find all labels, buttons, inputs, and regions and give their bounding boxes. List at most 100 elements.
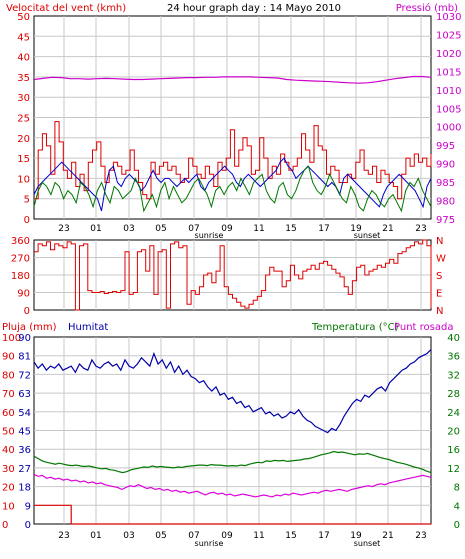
temperature-tick-24: 24 <box>447 408 460 419</box>
x-tick-8: 17 <box>318 224 329 234</box>
humidity-tick-72: 72 <box>18 370 31 381</box>
humidity-tick-45: 45 <box>18 427 31 438</box>
temperature-tick-32: 32 <box>447 370 460 381</box>
series-line-pluja <box>34 504 431 525</box>
x-tick-2: 03 <box>123 531 134 541</box>
wind-direction-degree-labels: 0 90 180 270 360 <box>11 236 30 317</box>
x-tick-11: 23 <box>415 224 426 234</box>
wind-speed-tick-0: 0 <box>24 215 30 226</box>
wind-speed-tick-25: 25 <box>17 114 30 125</box>
pressure-tick-labels: 975 980 985 990 995 1000 1005 1010 1015 1020 1025 1… <box>436 12 461 226</box>
dewpoint-axis-title: Punt rosada <box>394 322 453 333</box>
pressure-axis-title: Pressió (mb) <box>396 2 458 14</box>
humidity-tick-81: 81 <box>18 352 31 363</box>
temperature-tick-4: 4 <box>454 501 460 512</box>
x-tick-7: 15 <box>285 224 296 234</box>
x-tick-10: 21 <box>382 531 393 541</box>
wind-speed-tick-5: 5 <box>24 195 30 206</box>
x-tick-0: 23 <box>58 531 69 541</box>
rain-tick-100: 100 <box>2 333 21 344</box>
humidity-axis-title: Humitat <box>68 322 108 333</box>
temperature-tick-labels: 0 4 8 12 16 20 24 28 32 36 40 <box>447 333 460 531</box>
x-tick-1: 01 <box>90 531 101 541</box>
pressure-tick-990: 990 <box>436 160 455 171</box>
x-tick-2: 03 <box>123 224 134 234</box>
wind-speed-tick-45: 45 <box>17 32 30 43</box>
rain-humidity-temp-series <box>33 349 432 525</box>
x-tick-5: 09 <box>221 224 233 234</box>
direction-degree-tick-180: 180 <box>11 271 30 282</box>
rain-tick-60: 60 <box>2 408 15 419</box>
x-tick-9: 19 <box>350 531 362 541</box>
pressure-tick-985: 985 <box>436 178 455 189</box>
wind-speed-tick-15: 15 <box>17 154 30 165</box>
rain-tick-70: 70 <box>2 389 15 400</box>
wind-time-tick-labels: 23 01 03 05 07 09 11 15 17 19 21 23 <box>58 224 426 234</box>
wind-speed-tick-50: 50 <box>17 12 30 23</box>
x-tick-6: 11 <box>253 224 264 234</box>
rain-humidity-temp-grid <box>34 337 431 524</box>
x-tick-5: 09 <box>221 531 233 541</box>
wind-pressure-series <box>33 75 432 213</box>
humidity-tick-63: 63 <box>18 389 31 400</box>
humidity-tick-54: 54 <box>18 408 31 419</box>
pressure-tick-980: 980 <box>436 197 455 208</box>
x-tick-10: 21 <box>382 224 393 234</box>
chart-title: 24 hour graph day : 14 Mayo 2010 <box>167 3 341 14</box>
rain-tick-0: 0 <box>2 520 8 531</box>
sunrise-label-bottom: sunrise <box>195 539 224 548</box>
sunrise-label-top: sunrise <box>195 231 224 240</box>
x-tick-1: 01 <box>90 224 101 234</box>
x-tick-8: 17 <box>318 531 329 541</box>
rain-tick-40: 40 <box>2 445 15 456</box>
series-line-punt-rosada <box>33 473 432 498</box>
wind-speed-tick-20: 20 <box>17 134 30 145</box>
x-tick-3: 05 <box>155 224 166 234</box>
wind-direction-series <box>34 239 432 311</box>
rain-tick-10: 10 <box>2 501 15 512</box>
humidity-tick-90: 90 <box>18 333 31 344</box>
temperature-tick-40: 40 <box>447 333 460 344</box>
direction-compass-tick-1: E <box>436 289 442 300</box>
temperature-tick-20: 20 <box>447 427 460 438</box>
direction-degree-tick-0: 0 <box>24 306 30 317</box>
direction-compass-tick-0: N <box>436 306 443 317</box>
series-line-mitjana <box>33 157 432 212</box>
rain-tick-30: 30 <box>2 464 15 475</box>
rain-tick-90: 90 <box>2 352 15 363</box>
wind-speed-tick-35: 35 <box>17 73 30 84</box>
rain-axis-title: Pluja (mm) <box>2 322 57 333</box>
x-tick-9: 19 <box>350 224 362 234</box>
x-tick-4: 07 <box>188 224 199 234</box>
temperature-tick-8: 8 <box>454 483 460 494</box>
x-tick-3: 05 <box>155 531 166 541</box>
wind-pressure-grid <box>34 16 431 219</box>
pressure-tick-1005: 1005 <box>436 104 461 115</box>
x-tick-11: 23 <box>415 531 426 541</box>
pressure-tick-975: 975 <box>436 215 455 226</box>
humidity-tick-labels: 0 9 18 27 36 45 54 63 72 81 90 <box>18 333 31 531</box>
direction-compass-tick-3: W <box>436 254 446 265</box>
temperature-axis-title: Temperatura (°C) <box>311 322 399 333</box>
series-line-temperatura-c <box>33 450 432 474</box>
x-tick-4: 07 <box>188 531 199 541</box>
wind-speed-tick-30: 30 <box>17 93 30 104</box>
x-tick-0: 23 <box>58 224 69 234</box>
rain-time-tick-labels: 23 01 03 05 07 09 11 15 17 19 21 23 <box>58 531 426 541</box>
pressure-tick-995: 995 <box>436 141 455 152</box>
humidity-tick-9: 9 <box>25 501 31 512</box>
temperature-tick-16: 16 <box>447 445 460 456</box>
rain-tick-20: 20 <box>2 483 15 494</box>
pressure-tick-1015: 1015 <box>436 67 461 78</box>
humidity-tick-36: 36 <box>18 445 31 456</box>
pressure-tick-1000: 1000 <box>436 123 461 134</box>
pressure-tick-1030: 1030 <box>436 12 461 23</box>
wind-speed-tick-40: 40 <box>17 53 30 64</box>
direction-degree-tick-90: 90 <box>17 289 30 300</box>
series-line-direcci <box>34 239 432 311</box>
direction-degree-tick-360: 360 <box>11 236 30 247</box>
temperature-tick-28: 28 <box>447 389 460 400</box>
pressure-tick-1010: 1010 <box>436 86 461 97</box>
wind-speed-axis-title: Velocitat del vent (kmh) <box>6 3 126 14</box>
